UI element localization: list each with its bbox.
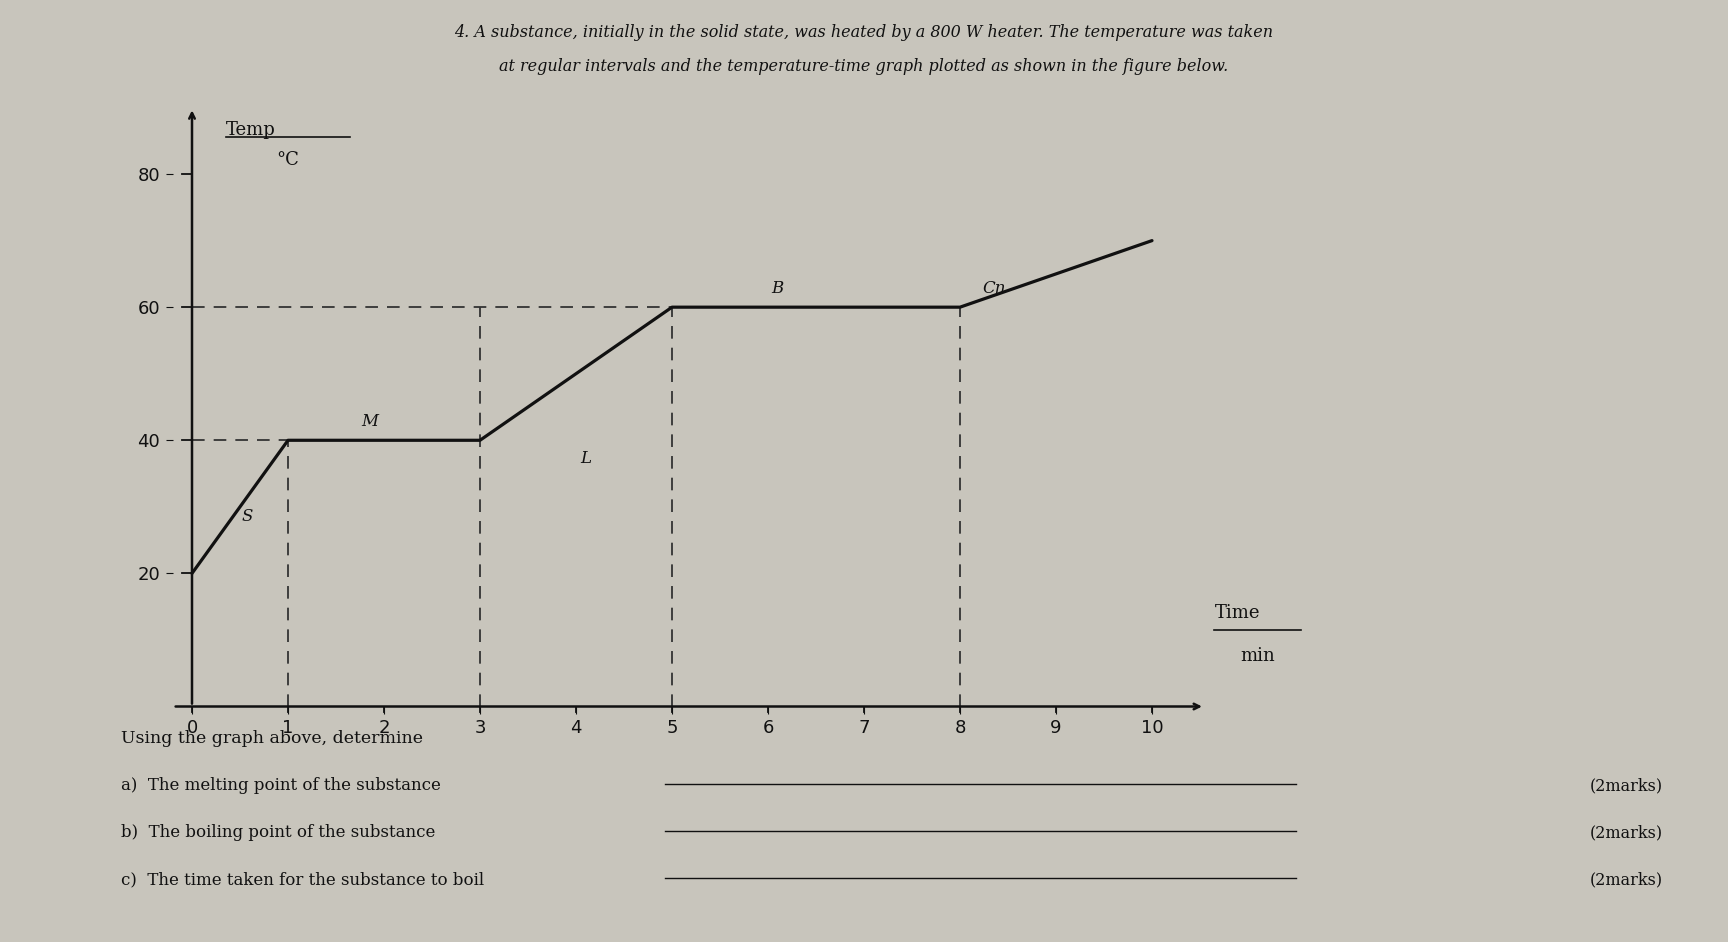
Text: at regular intervals and the temperature-time graph plotted as shown in the figu: at regular intervals and the temperature… [499, 58, 1229, 75]
Text: b)  The boiling point of the substance: b) The boiling point of the substance [121, 824, 435, 841]
Text: Cn: Cn [982, 280, 1006, 297]
Text: Using the graph above, determine: Using the graph above, determine [121, 730, 423, 747]
Text: S: S [242, 509, 254, 526]
Text: min: min [1241, 646, 1275, 665]
Text: c)  The time taken for the substance to boil: c) The time taken for the substance to b… [121, 871, 484, 888]
Text: a)  The melting point of the substance: a) The melting point of the substance [121, 777, 441, 794]
Text: L: L [581, 450, 591, 467]
Text: B: B [771, 280, 785, 297]
Text: (2marks): (2marks) [1590, 777, 1662, 794]
Text: °C: °C [276, 151, 299, 169]
Text: (2marks): (2marks) [1590, 871, 1662, 888]
Text: M: M [361, 414, 378, 430]
Text: Temp: Temp [226, 121, 275, 138]
Text: (2marks): (2marks) [1590, 824, 1662, 841]
Text: Time: Time [1215, 605, 1260, 623]
Text: 4. A substance, initially in the solid state, was heated by a 800 W heater. The : 4. A substance, initially in the solid s… [454, 24, 1274, 41]
